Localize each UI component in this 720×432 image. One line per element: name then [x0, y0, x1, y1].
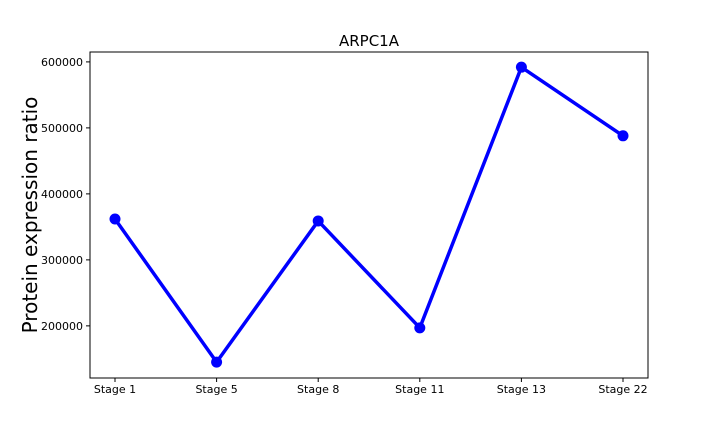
x-tick-label: Stage 22: [598, 383, 647, 396]
y-tick-label: 200000: [41, 320, 83, 333]
data-point: [312, 215, 324, 227]
y-tick-label: 300000: [41, 254, 83, 267]
x-tick-label: Stage 1: [94, 383, 136, 396]
y-axis-label: Protein expression ratio: [18, 97, 42, 334]
plot-frame: [89, 51, 649, 379]
x-axis-ticks: Stage 1 Stage 5 Stage 8 Stage 11 Stage 13 Sta…: [94, 378, 648, 396]
x-tick-label: Stage 11: [395, 383, 444, 396]
x-tick-label: Stage 13: [497, 383, 546, 396]
y-axis-ticks: 200000 300000 400000 500000 600000: [41, 56, 90, 333]
data-point: [617, 130, 629, 142]
y-tick-label: 600000: [41, 56, 83, 69]
series-group: [109, 61, 629, 368]
y-tick-label: 500000: [41, 122, 83, 135]
data-point: [109, 213, 121, 225]
y-tick-label: 400000: [41, 188, 83, 201]
x-tick-label: Stage 8: [297, 383, 339, 396]
series-line: [113, 65, 624, 364]
x-tick-label: Stage 5: [195, 383, 237, 396]
data-point: [515, 61, 527, 73]
data-point: [414, 322, 426, 334]
chart-title: ARPC1A: [339, 32, 400, 50]
data-point: [211, 356, 223, 368]
